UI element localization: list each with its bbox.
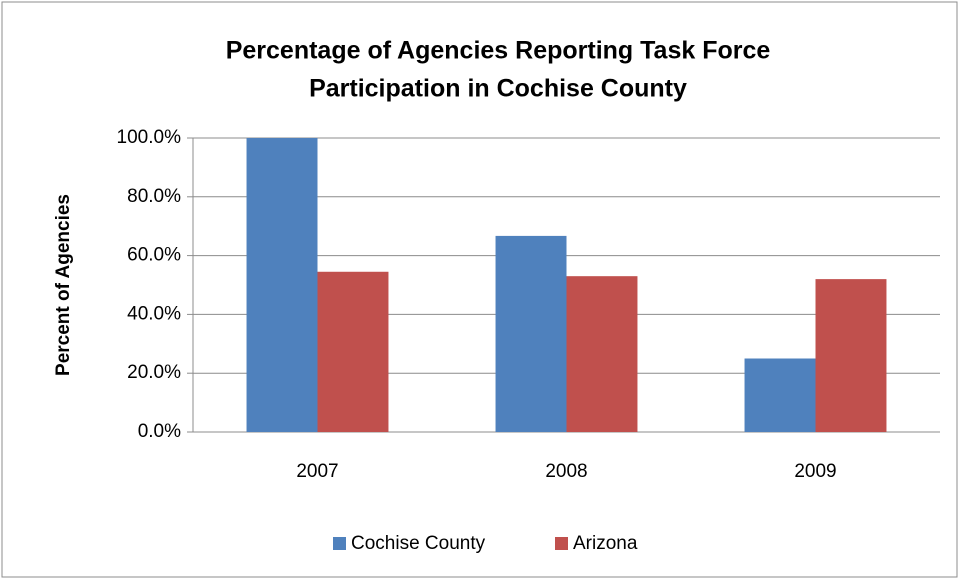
- y-tick-label: 40.0%: [127, 303, 181, 324]
- y-tick-label: 100.0%: [117, 127, 182, 148]
- bar: [815, 279, 887, 432]
- y-tick-label: 60.0%: [127, 245, 181, 266]
- x-tick-label: 2007: [296, 461, 338, 482]
- y-tick-label: 80.0%: [127, 186, 181, 207]
- x-tick-label: 2008: [545, 461, 587, 482]
- legend-label: Cochise County: [351, 533, 486, 554]
- bar: [317, 271, 389, 432]
- bar: [246, 138, 318, 432]
- bar: [566, 276, 638, 432]
- legend-label: Arizona: [573, 533, 638, 554]
- chart-title: Percentage of Agencies Reporting Task Fo…: [226, 37, 771, 65]
- bar: [744, 358, 816, 432]
- y-tick-label: 0.0%: [138, 421, 181, 442]
- y-tick-label: 20.0%: [127, 362, 181, 383]
- y-axis-label: Percent of Agencies: [53, 194, 74, 376]
- x-tick-label: 2009: [794, 461, 836, 482]
- legend-swatch: [555, 537, 568, 550]
- bar: [495, 235, 567, 432]
- chart-title: Participation in Cochise County: [309, 75, 687, 103]
- legend-swatch: [333, 537, 346, 550]
